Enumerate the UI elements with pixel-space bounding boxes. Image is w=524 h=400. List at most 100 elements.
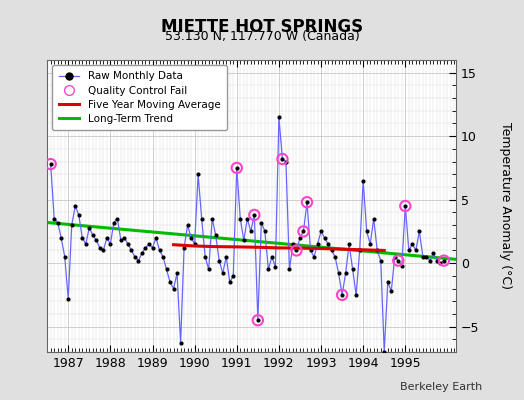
Point (96, 245, 104, 251)
Point (260, 228, 269, 234)
Point (177, 340, 185, 346)
Point (373, 247, 381, 254)
Point (328, 247, 336, 254)
Point (180, 245, 188, 251)
Point (113, 216, 122, 222)
Point (173, 270, 181, 276)
Point (292, 247, 301, 254)
Point (313, 241, 322, 247)
Point (398, 262, 406, 269)
Point (355, 247, 364, 254)
Point (68, 222, 76, 228)
Point (155, 247, 163, 254)
Point (74, 212, 83, 218)
Point (433, 257, 441, 264)
Point (61, 254, 69, 260)
Point (394, 257, 402, 264)
Point (50, 216, 58, 222)
Text: MIETTE HOT SPRINGS: MIETTE HOT SPRINGS (161, 18, 363, 36)
Point (345, 241, 353, 247)
Point (292, 247, 301, 254)
Point (47, 161, 55, 167)
Point (278, 156, 287, 162)
Point (219, 270, 227, 276)
Point (92, 237, 101, 244)
Point (394, 257, 402, 264)
Point (243, 216, 252, 222)
Point (440, 257, 448, 264)
Point (236, 216, 245, 222)
Point (159, 254, 167, 260)
Point (57, 234, 66, 241)
Point (120, 234, 128, 241)
Point (271, 264, 280, 270)
Point (130, 254, 139, 260)
Point (320, 234, 329, 241)
Point (342, 270, 350, 276)
Point (289, 241, 297, 247)
Point (285, 266, 293, 273)
Point (233, 165, 241, 171)
Point (338, 292, 346, 298)
Point (141, 245, 150, 251)
Point (212, 232, 220, 238)
Point (377, 257, 385, 264)
Point (387, 288, 396, 294)
Point (425, 257, 434, 264)
Point (334, 270, 343, 276)
Point (229, 273, 237, 279)
Point (310, 254, 318, 260)
Point (390, 254, 399, 260)
Point (194, 171, 202, 178)
Point (278, 156, 287, 162)
Point (215, 257, 223, 264)
Point (369, 216, 378, 222)
Point (352, 292, 361, 298)
Point (169, 285, 178, 292)
Point (106, 241, 115, 247)
Point (254, 317, 262, 324)
Point (348, 266, 357, 273)
Point (331, 254, 339, 260)
Point (82, 241, 90, 247)
Point (89, 232, 97, 238)
Point (138, 250, 146, 256)
Point (190, 241, 199, 247)
Text: 53.130 N, 117.770 W (Canada): 53.130 N, 117.770 W (Canada) (165, 30, 359, 43)
Point (282, 158, 290, 165)
Point (317, 228, 325, 234)
Point (307, 247, 315, 254)
Point (208, 216, 216, 222)
Point (299, 228, 308, 234)
Point (268, 254, 276, 260)
Point (275, 114, 283, 120)
Point (324, 241, 332, 247)
Point (440, 257, 448, 264)
Point (166, 279, 174, 285)
Point (145, 241, 153, 247)
Point (239, 237, 248, 244)
Point (436, 260, 444, 266)
Point (359, 178, 367, 184)
Point (110, 219, 118, 226)
Point (233, 165, 241, 171)
Point (250, 212, 258, 218)
Point (363, 228, 371, 234)
Point (264, 266, 272, 273)
Point (117, 237, 125, 244)
Point (415, 228, 423, 234)
Point (303, 199, 311, 205)
Point (257, 219, 266, 226)
Point (366, 241, 375, 247)
Point (99, 247, 107, 254)
Point (338, 292, 346, 298)
Point (296, 234, 304, 241)
Point (47, 161, 55, 167)
Point (422, 254, 431, 260)
Point (183, 222, 192, 228)
Point (64, 296, 72, 302)
Point (187, 234, 195, 241)
Point (429, 250, 438, 256)
Legend: Raw Monthly Data, Quality Control Fail, Five Year Moving Average, Long-Term Tren: Raw Monthly Data, Quality Control Fail, … (52, 65, 227, 130)
Point (152, 234, 160, 241)
